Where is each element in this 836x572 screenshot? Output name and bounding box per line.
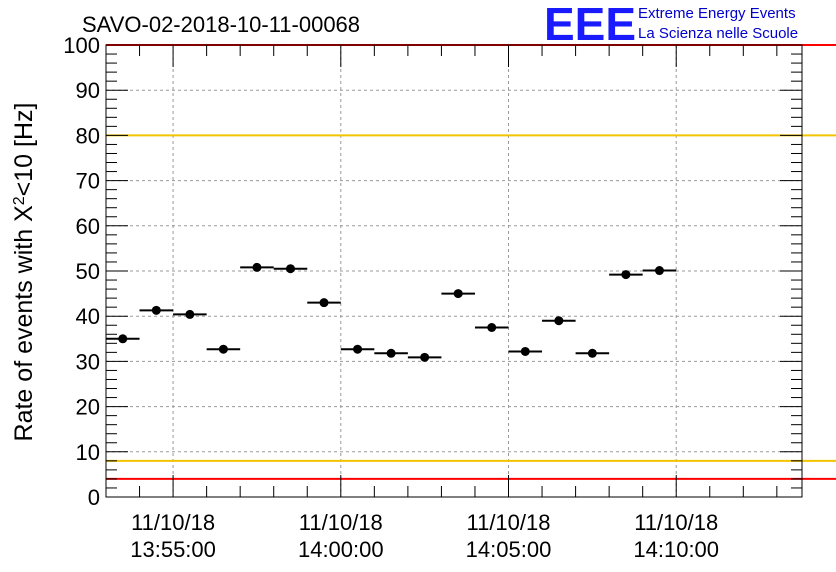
chart-title: SAVO-02-2018-10-11-00068 (82, 12, 360, 37)
data-point (353, 344, 363, 354)
data-point (587, 348, 597, 358)
y-tick-label: 60 (76, 214, 100, 239)
data-point (285, 264, 295, 274)
y-tick-label: 100 (63, 33, 100, 58)
y-tick-label: 30 (76, 349, 100, 374)
y-axis-ticks: 0 10 20 30 40 50 60 70 80 90 100 (63, 33, 802, 510)
y-tick-label: 90 (76, 78, 100, 103)
x-tick-date: 11/10/18 (466, 510, 550, 535)
y-tick-label: 20 (76, 395, 100, 420)
data-point (621, 270, 631, 280)
x-tick-date: 11/10/18 (299, 510, 383, 535)
data-point (218, 344, 228, 354)
grid (106, 45, 802, 497)
logo-line-2: La Scienza nelle Scuole (638, 25, 798, 42)
logo-line-1: Extreme Energy Events (638, 5, 796, 22)
x-tick-date: 11/10/18 (634, 510, 718, 535)
x-axis-ticks: 11/10/1813:55:0011/10/1814:00:0011/10/18… (105, 45, 778, 562)
y-axis-label: Rate of events with X2<10 [Hz] (10, 103, 38, 442)
x-tick-time: 13:55:00 (130, 537, 216, 562)
y-tick-label: 50 (76, 259, 100, 284)
x-tick-time: 14:05:00 (466, 537, 552, 562)
data-point (319, 298, 329, 308)
data-point (654, 266, 664, 276)
reference-lines (106, 44, 836, 480)
y-tick-label: 40 (76, 304, 100, 329)
x-tick-date: 11/10/18 (131, 510, 215, 535)
data-points (106, 262, 677, 362)
data-point (386, 348, 396, 358)
y-tick-label: 70 (76, 169, 100, 194)
data-point (185, 309, 195, 319)
data-point (151, 305, 161, 315)
y-tick-label: 80 (76, 123, 100, 148)
y-tick-label: 10 (76, 440, 100, 465)
eee-logo: EEE Extreme Energy Events La Scienza nel… (544, 0, 798, 50)
data-point (420, 352, 430, 362)
data-point (520, 346, 530, 356)
data-point (487, 323, 497, 332)
x-tick-time: 14:10:00 (633, 537, 719, 562)
y-tick-label: 0 (88, 485, 100, 510)
x-tick-time: 14:00:00 (298, 537, 384, 562)
data-point (554, 316, 564, 326)
data-point (252, 262, 262, 272)
logo-letters: EEE (544, 0, 636, 50)
data-point (118, 334, 128, 344)
data-point (453, 289, 463, 299)
